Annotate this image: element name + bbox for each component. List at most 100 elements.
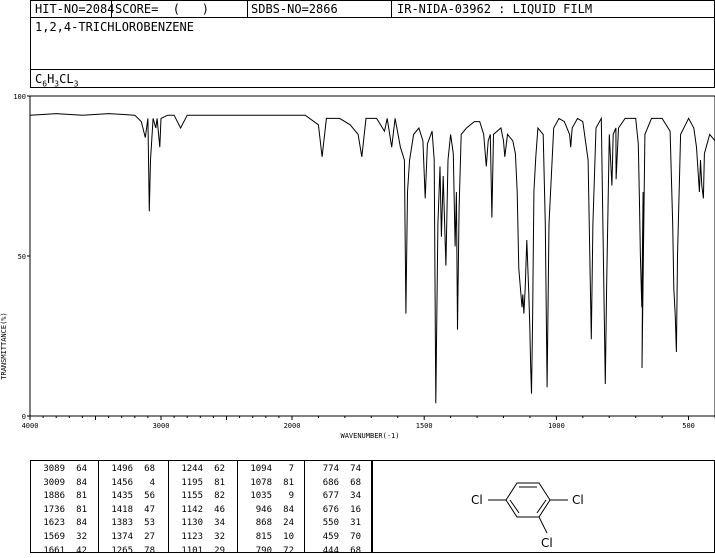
peak-entry: 1661 42	[35, 545, 87, 558]
peak-entry: 815 10	[242, 531, 294, 545]
peak-transmittance: 81	[76, 504, 87, 515]
peak-transmittance: 32	[214, 531, 225, 542]
peak-wavenumber: 1569	[43, 531, 65, 542]
cl-right-label: Cl	[572, 493, 584, 507]
peak-entry: 1123 32	[173, 531, 225, 545]
bond-bottom	[538, 516, 548, 534]
peak-wavenumber: 1456	[111, 477, 133, 488]
peak-wavenumber: 1094	[250, 464, 272, 474]
peak-entry: 3089 64	[35, 463, 87, 477]
peak-wavenumber: 1130	[181, 518, 203, 529]
peak-entry: 946 84	[242, 504, 294, 518]
x-tick-label: 1500	[416, 422, 433, 430]
peak-transmittance: 68	[350, 545, 361, 556]
peak-wavenumber: 3089	[43, 464, 65, 474]
peak-column-divider	[237, 461, 238, 552]
peak-wavenumber: 1383	[111, 518, 133, 529]
peak-wavenumber: 1418	[111, 504, 133, 515]
peak-wavenumber: 946	[255, 504, 272, 515]
peak-table: 3089 64 3009 84 1886 81 1736 81 1623 84 1569 32 1661…	[30, 460, 372, 556]
x-tick-label: 3000	[153, 422, 170, 430]
peak-entry: 1265 78	[103, 545, 155, 558]
peak-transmittance: 64	[76, 464, 87, 474]
peak-transmittance: 68	[350, 477, 361, 488]
peak-wavenumber: 550	[322, 518, 339, 529]
peak-entry: 1155 82	[173, 490, 225, 504]
peak-transmittance: 42	[76, 545, 87, 556]
peak-wavenumber: 1123	[181, 531, 203, 542]
header-divider-1	[31, 17, 714, 18]
plot-frame	[29, 95, 715, 417]
peak-column: 774 74 686 68 677 34 676 16 550 31 459 70 444 68	[309, 463, 361, 558]
peak-wavenumber: 1142	[181, 504, 203, 515]
peak-transmittance: 81	[283, 477, 294, 488]
peak-wavenumber: 686	[322, 477, 339, 488]
peak-transmittance: 29	[214, 545, 225, 556]
peak-entry: 1383 53	[103, 517, 155, 531]
peak-entry: 1195 81	[173, 477, 225, 491]
header-sep	[111, 1, 112, 17]
peak-transmittance: 84	[283, 504, 294, 515]
peak-transmittance: 84	[76, 477, 87, 488]
peak-wavenumber: 677	[322, 491, 339, 502]
peak-entry: 550 31	[309, 517, 361, 531]
molecule-structure: Cl Cl Cl	[471, 482, 584, 550]
peak-transmittance: 4	[149, 477, 155, 488]
peak-entry: 1078 81	[242, 477, 294, 491]
peak-entry: 1094 7	[242, 463, 294, 477]
peak-wavenumber: 1195	[181, 477, 203, 488]
x-tick-label: 4000	[22, 422, 39, 430]
peak-transmittance: 56	[144, 491, 155, 502]
x-tick-label: 1000	[548, 422, 565, 430]
peak-entry: 676 16	[309, 504, 361, 518]
peak-wavenumber: 790	[255, 545, 272, 556]
peak-transmittance: 16	[350, 504, 361, 515]
ring-double-bond	[536, 499, 547, 514]
peak-entry: 1130 34	[173, 517, 225, 531]
peak-entry: 1101 29	[173, 545, 225, 558]
peak-transmittance: 82	[214, 491, 225, 502]
peak-wavenumber: 1886	[43, 491, 65, 502]
cl-left-label: Cl	[471, 493, 483, 507]
peak-wavenumber: 868	[255, 518, 272, 529]
sdbs-number: SDBS-NO=2866	[251, 2, 338, 16]
y-tick-label: 100	[13, 93, 26, 101]
peak-transmittance: 72	[283, 545, 294, 556]
peak-wavenumber: 1374	[111, 531, 133, 542]
ir-spectrum-chart: 0 50 100 4000 3000 2000 1500 1000 500 WAVENUMBE…	[0, 93, 715, 440]
peak-entry: 444 68	[309, 545, 361, 558]
peak-entry: 774 74	[309, 463, 361, 477]
peak-entry: 1435 56	[103, 490, 155, 504]
peak-wavenumber: 1496	[111, 464, 133, 474]
header-sep	[391, 1, 392, 17]
peak-transmittance: 7	[288, 464, 294, 474]
peak-column: 1244 62 1195 81 1155 82 1142 46 1130 34 1123 32 1101…	[173, 463, 225, 558]
peak-transmittance: 27	[144, 531, 155, 542]
peak-transmittance: 10	[283, 531, 294, 542]
peak-entry: 1456 4	[103, 477, 155, 491]
peak-wavenumber: 1035	[250, 491, 272, 502]
molecular-formula: C6H3CL3	[35, 72, 79, 89]
peak-transmittance: 81	[214, 477, 225, 488]
peak-entry: 686 68	[309, 477, 361, 491]
peak-entry: 677 34	[309, 490, 361, 504]
hit-number: HIT-NO=2084	[35, 2, 115, 16]
peak-wavenumber: 1078	[250, 477, 272, 488]
peak-wavenumber: 1623	[43, 518, 65, 529]
peak-transmittance: 70	[350, 531, 361, 542]
spectrum-line	[29, 113, 715, 404]
peak-wavenumber: 1155	[181, 491, 203, 502]
peak-transmittance: 46	[214, 504, 225, 515]
peak-transmittance: 74	[350, 464, 361, 474]
peak-wavenumber: 676	[322, 504, 339, 515]
peak-entry: 1035 9	[242, 490, 294, 504]
peak-transmittance: 81	[76, 491, 87, 502]
peak-wavenumber: 1736	[43, 504, 65, 515]
peak-transmittance: 68	[144, 464, 155, 474]
peak-transmittance: 78	[144, 545, 155, 556]
peak-entry: 3009 84	[35, 477, 87, 491]
peak-transmittance: 84	[76, 518, 87, 529]
peak-transmittance: 9	[288, 491, 294, 502]
peak-entry: 1623 84	[35, 517, 87, 531]
peak-entry: 1374 27	[103, 531, 155, 545]
